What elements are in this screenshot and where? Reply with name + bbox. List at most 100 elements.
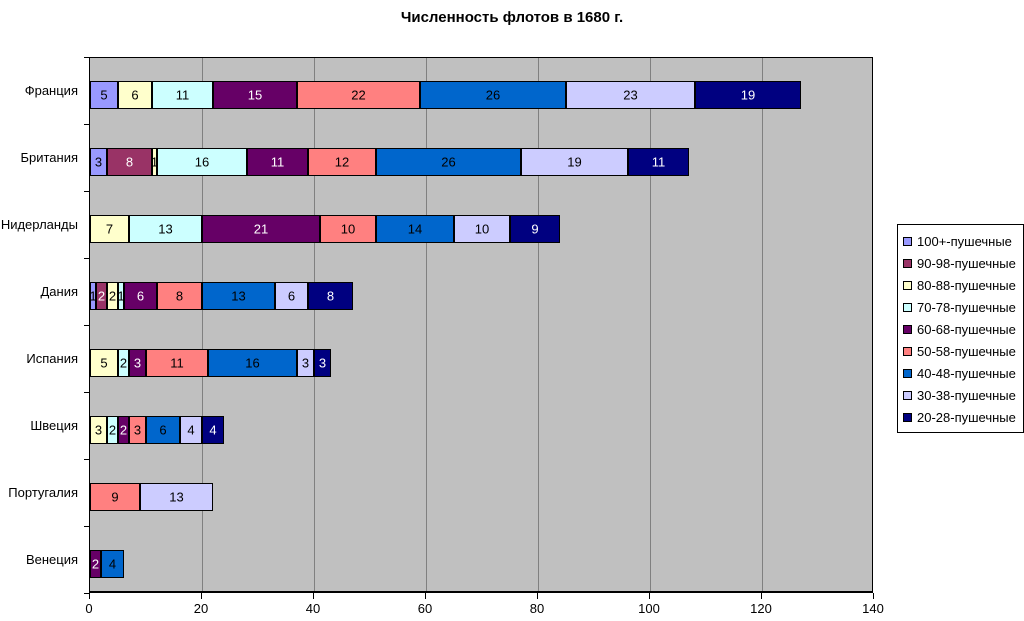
- bar-segment-label: 2: [119, 422, 128, 437]
- legend-swatch-icon: [903, 324, 912, 334]
- bar-segment: 8: [157, 281, 202, 310]
- gridline: [538, 58, 539, 591]
- bar-segment: 15: [213, 80, 297, 109]
- y-axis-tick: [84, 258, 89, 259]
- bar-segment: 4: [202, 415, 224, 444]
- category-label: Португалия: [8, 484, 78, 500]
- gridline: [426, 58, 427, 591]
- bar-segment-label: 2: [91, 556, 100, 571]
- bar-segment-label: 3: [318, 355, 327, 370]
- legend-item-label: 30-38-пушечные: [917, 387, 1016, 403]
- bar-segment: 11: [628, 147, 689, 176]
- bar-segment-label: 9: [111, 489, 119, 504]
- bar-segment: 3: [297, 348, 314, 377]
- y-axis-tick: [84, 526, 89, 527]
- bar-segment-label: 6: [131, 87, 139, 102]
- bar-segment-label: 13: [169, 489, 184, 504]
- legend-item-label: 90-98-пушечные: [917, 255, 1016, 271]
- x-axis-tick: [537, 593, 538, 599]
- bar-segment: 6: [275, 281, 308, 310]
- bar-segment: 13: [129, 214, 202, 243]
- bar-segment-label: 9: [531, 221, 539, 236]
- bar-segment-label: 4: [187, 422, 195, 437]
- legend-item-label: 70-78-пушечные: [917, 299, 1016, 315]
- legend-item-label: 20-28-пушечные: [917, 409, 1016, 425]
- bar-segment: 13: [202, 281, 275, 310]
- y-axis-tick: [84, 593, 89, 594]
- bar-segment: 1: [89, 281, 97, 310]
- bar-segment-label: 4: [209, 422, 217, 437]
- bar-segment-label: 15: [247, 87, 263, 102]
- bar-segment: 5: [90, 348, 118, 377]
- x-axis-tick-label: 80: [529, 601, 545, 616]
- bar-segment: 23: [566, 80, 695, 109]
- bar-segment-label: 2: [108, 422, 117, 437]
- bar-segment-label: 26: [441, 154, 456, 169]
- x-axis-tick-label: 100: [638, 601, 660, 616]
- bar-segment-label: 19: [740, 87, 756, 102]
- legend-item-label: 80-88-пушечные: [917, 277, 1016, 293]
- bar-segment-label: 14: [407, 221, 423, 236]
- legend-item-label: 60-68-пушечные: [917, 321, 1016, 337]
- legend-item: 80-88-пушечные: [903, 274, 1023, 296]
- bar-segment: 11: [247, 147, 308, 176]
- bar-segment-label: 23: [623, 87, 638, 102]
- bar-segment-label: 13: [231, 288, 246, 303]
- bar-segment: 10: [454, 214, 510, 243]
- category-label: Нидерланды: [0, 216, 78, 232]
- bar-segment-label: 11: [651, 154, 666, 169]
- bar-segment: 2: [96, 281, 107, 310]
- category-label: Британия: [20, 149, 78, 165]
- bar-segment-label: 4: [108, 556, 117, 571]
- bar-segment-label: 7: [105, 221, 114, 236]
- legend-swatch-icon: [903, 302, 912, 312]
- bar-segment: 12: [308, 147, 376, 176]
- bar-segment: 26: [376, 147, 521, 176]
- bar-segment: 26: [420, 80, 566, 109]
- y-axis-tick: [84, 325, 89, 326]
- bar-segment: 16: [157, 147, 247, 176]
- bar-segment-label: 3: [133, 355, 142, 370]
- bar-segment-label: 1: [89, 288, 97, 303]
- bar-segment-label: 13: [158, 221, 173, 236]
- bar-segment-label: 2: [108, 288, 117, 303]
- category-label: Венеция: [25, 551, 78, 567]
- category-axis: Франция Британия Нидерланды Дания Испания Шве…: [0, 57, 84, 593]
- x-axis-tick: [89, 593, 90, 599]
- legend-item: 90-98-пушечные: [903, 252, 1023, 274]
- gridline: [762, 58, 763, 591]
- legend-item: 70-78-пушечные: [903, 296, 1023, 318]
- bar-segment-label: 3: [94, 154, 103, 169]
- bar-segment-label: 11: [175, 87, 190, 102]
- bar-segment-label: 8: [125, 154, 134, 169]
- legend-swatch-icon: [903, 280, 912, 290]
- bar-segment: 6: [118, 80, 152, 109]
- bar-segment: 1: [151, 147, 158, 176]
- x-axis-tick-label: 60: [417, 601, 433, 616]
- bar-segment: 19: [695, 80, 801, 109]
- legend-item-label: 50-58-пушечные: [917, 343, 1016, 359]
- bar-segment: 16: [208, 348, 297, 377]
- bar-segment: 22: [297, 80, 420, 109]
- bar-segment: 11: [146, 348, 208, 377]
- legend-swatch-icon: [903, 412, 912, 422]
- bar-segment: 8: [107, 147, 152, 176]
- x-axis-tick-label: 120: [750, 601, 772, 616]
- x-axis-tick-label: 0: [85, 601, 93, 616]
- category-label: Франция: [24, 82, 78, 98]
- bar-segment-label: 16: [194, 154, 210, 169]
- legend-swatch-icon: [903, 346, 912, 356]
- bar-segment-label: 6: [287, 288, 296, 303]
- bar-segment-label: 16: [245, 355, 260, 370]
- x-axis-tick-label: 40: [305, 601, 321, 616]
- bar-segment-label: 10: [340, 221, 356, 236]
- legend-item: 30-38-пушечные: [903, 384, 1023, 406]
- bar-segment-label: 2: [119, 355, 128, 370]
- bar-segment-label: 8: [175, 288, 184, 303]
- bar-segment-label: 22: [351, 87, 366, 102]
- gridline: [202, 58, 203, 591]
- y-axis-tick: [84, 57, 89, 58]
- bar-segment-label: 11: [270, 154, 285, 169]
- bar-segment-label: 10: [474, 221, 490, 236]
- category-label: Испания: [26, 350, 78, 366]
